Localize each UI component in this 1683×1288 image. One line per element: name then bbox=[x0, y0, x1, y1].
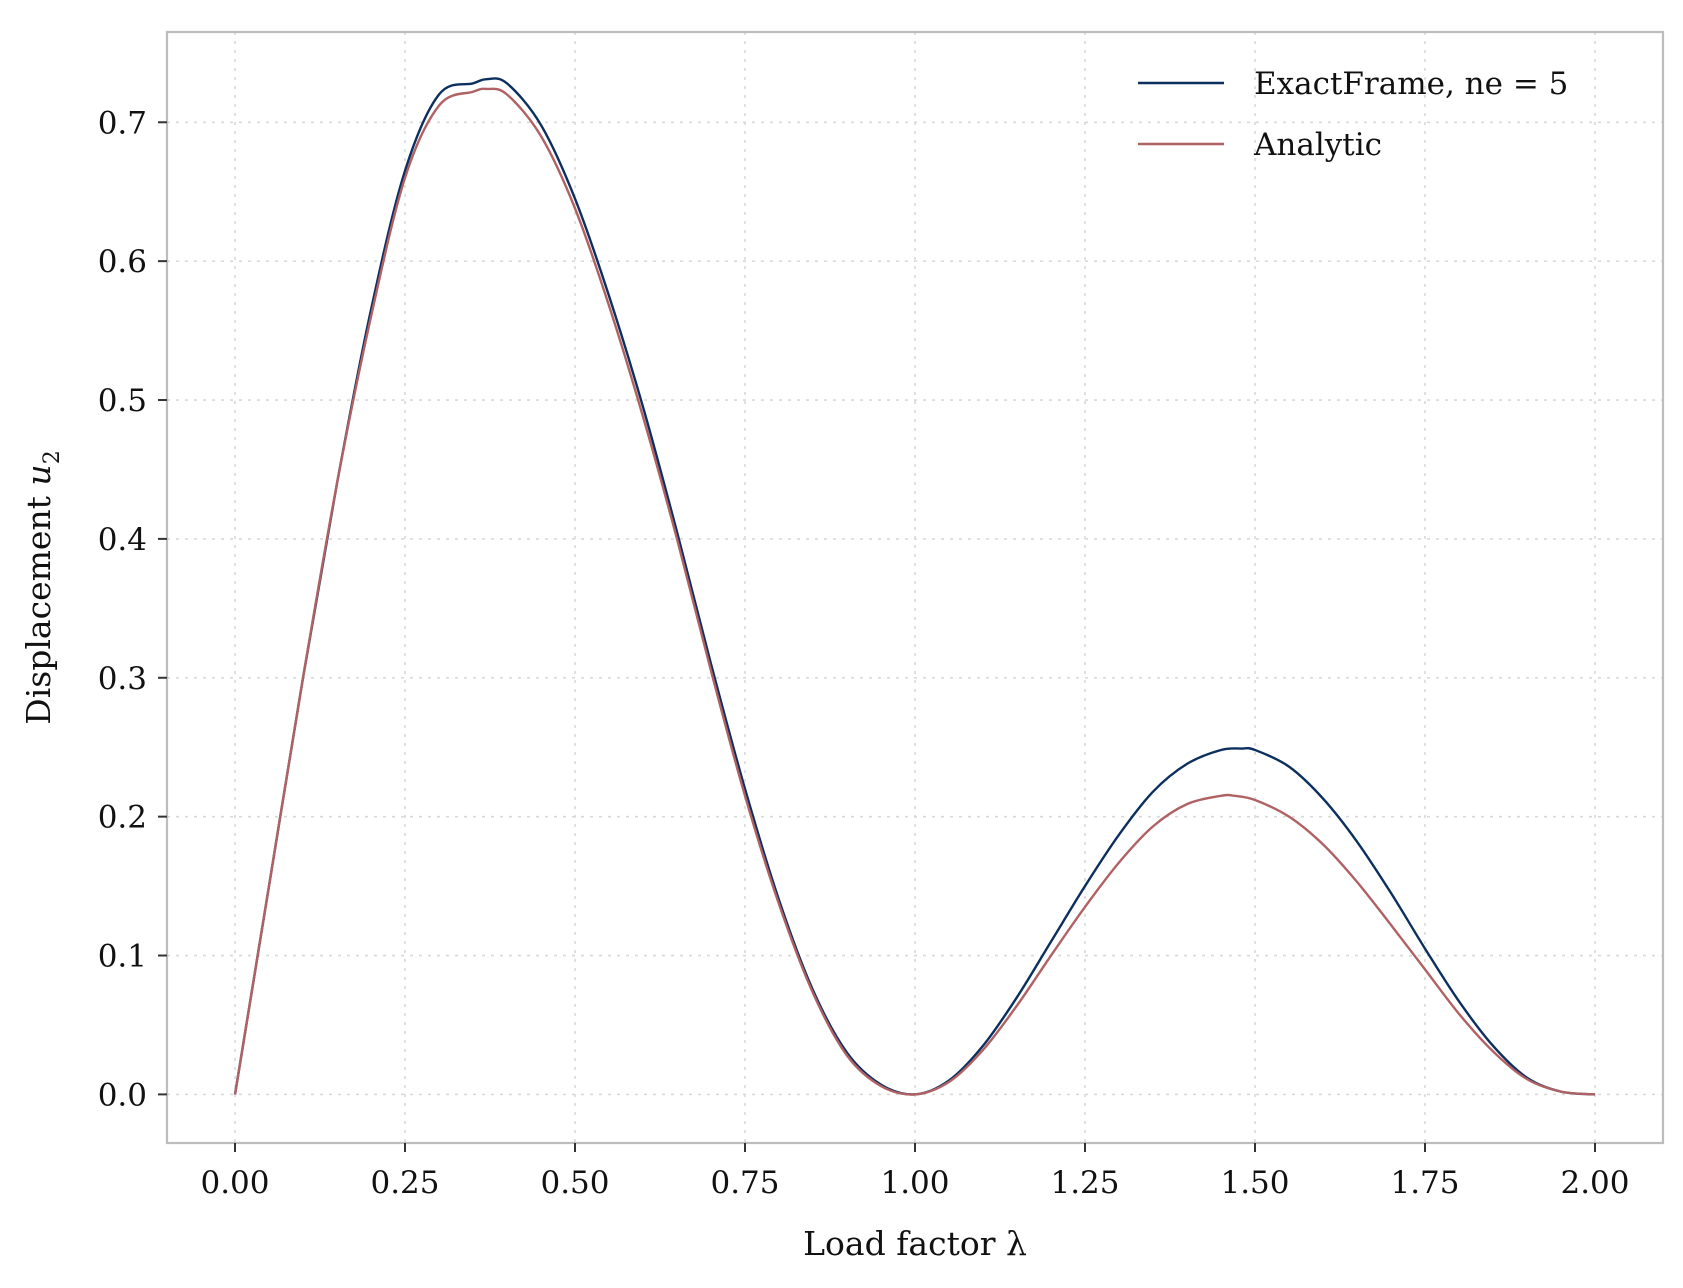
y-axis-label: Displacement u2 bbox=[19, 450, 65, 724]
y-tick-label: 0.4 bbox=[98, 522, 147, 558]
x-tick-label: 1.75 bbox=[1390, 1165, 1459, 1201]
x-tick-label: 0.00 bbox=[200, 1165, 269, 1201]
y-tick-label: 0.0 bbox=[98, 1077, 147, 1113]
legend-label-exactframe: ExactFrame, ne = 5 bbox=[1254, 66, 1568, 102]
x-axis-label: Load factor λ bbox=[803, 1224, 1027, 1263]
axis-ticks: 0.00 0.25 0.50 0.75 1.00 1.25 1.50 1.75 2.00 0.0 0… bbox=[98, 105, 1630, 1201]
x-tick-label: 2.00 bbox=[1560, 1165, 1629, 1201]
y-axis-label-text: Displacement bbox=[19, 486, 58, 725]
grid bbox=[167, 32, 1663, 1143]
y-axis-label-variable: u bbox=[19, 464, 58, 485]
y-tick-label: 0.2 bbox=[98, 800, 147, 836]
x-tick-label: 0.50 bbox=[540, 1165, 609, 1201]
legend: ExactFrame, ne = 5 Analytic bbox=[1138, 66, 1568, 163]
x-tick-label: 1.50 bbox=[1220, 1165, 1289, 1201]
y-tick-label: 0.1 bbox=[98, 939, 147, 975]
series-line-analytic bbox=[233, 87, 1596, 1096]
x-tick-label: 1.00 bbox=[880, 1165, 949, 1201]
y-axis-label-subscript: 2 bbox=[40, 450, 65, 464]
y-tick-label: 0.6 bbox=[98, 244, 147, 280]
plot-area-frame bbox=[165, 30, 1665, 1145]
series-layer bbox=[233, 77, 1596, 1096]
y-tick-label: 0.7 bbox=[98, 105, 147, 141]
x-tick-label: 0.25 bbox=[370, 1165, 439, 1201]
legend-label-analytic: Analytic bbox=[1253, 127, 1382, 163]
x-tick-label: 1.25 bbox=[1050, 1165, 1119, 1201]
x-tick-label: 0.75 bbox=[710, 1165, 779, 1201]
y-tick-label: 0.3 bbox=[98, 661, 147, 697]
y-tick-label: 0.5 bbox=[98, 383, 147, 419]
